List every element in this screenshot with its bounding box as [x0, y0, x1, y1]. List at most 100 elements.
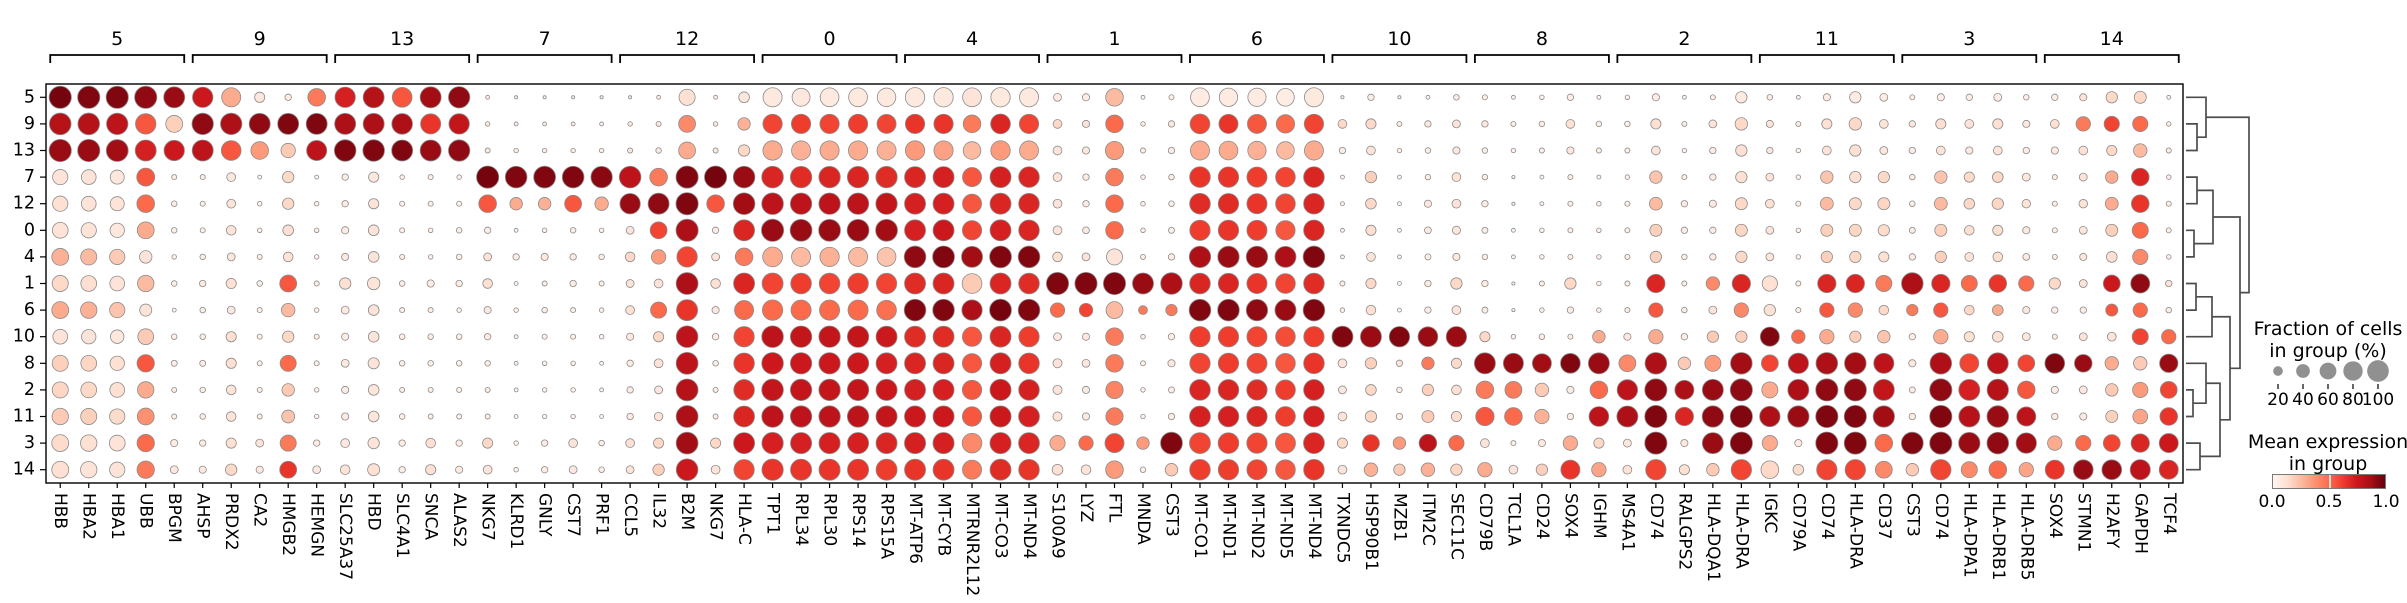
dot: [540, 252, 549, 261]
dot: [1729, 404, 1753, 429]
dot: [789, 166, 813, 189]
dot: [737, 144, 751, 157]
dot: [1366, 145, 1376, 156]
dot: [2158, 433, 2179, 454]
dot: [1531, 353, 1552, 374]
dot: [1481, 147, 1489, 154]
dot: [1616, 379, 1638, 401]
dot: [2159, 381, 2178, 399]
dot: [1567, 253, 1574, 260]
dot: [256, 280, 263, 287]
dot: [1474, 352, 1496, 375]
dot: [1843, 431, 1867, 455]
dot: [711, 306, 720, 315]
dot: [1417, 326, 1439, 347]
dot: [1565, 119, 1576, 129]
dot: [989, 352, 1012, 375]
dot: [1958, 378, 1981, 401]
dot: [2165, 147, 2172, 154]
dot: [2051, 412, 2059, 421]
dot: [137, 274, 155, 293]
dot: [398, 466, 406, 474]
dot: [1929, 431, 1953, 455]
dot: [367, 463, 381, 477]
dot: [1933, 196, 1948, 211]
dot: [1245, 245, 1269, 268]
gene-label: B2M: [677, 493, 697, 530]
dot: [199, 386, 206, 394]
dot: [513, 121, 519, 127]
dot: [542, 95, 547, 100]
dot: [932, 378, 955, 401]
dot: [904, 432, 927, 455]
dot: [904, 405, 927, 428]
dot: [599, 360, 604, 366]
dot: [1992, 224, 2004, 236]
dot: [1481, 306, 1489, 314]
dot: [541, 147, 548, 154]
dot: [594, 196, 609, 211]
gene-label: MT-ATP6: [905, 493, 925, 564]
dot: [306, 140, 328, 161]
dot: [561, 165, 585, 189]
dot: [1189, 432, 1211, 454]
dot: [676, 299, 699, 322]
dot: [1872, 405, 1895, 428]
dot: [483, 252, 492, 262]
dot: [1168, 173, 1175, 181]
dot: [846, 378, 870, 401]
dot: [1082, 93, 1091, 102]
dot: [1538, 120, 1546, 128]
dot: [484, 386, 491, 393]
dot: [1421, 410, 1435, 423]
dot: [790, 432, 813, 455]
dot: [1275, 193, 1296, 214]
dot: [1787, 405, 1810, 428]
dot: [1451, 225, 1461, 235]
dot: [1963, 197, 1976, 210]
dot: [2079, 306, 2087, 314]
dot: [1539, 201, 1545, 207]
dot: [314, 413, 320, 420]
dot: [989, 272, 1012, 295]
dot: [80, 408, 98, 425]
dot: [1246, 379, 1268, 401]
dot: [199, 174, 206, 181]
dot: [1991, 197, 2004, 210]
dot: [484, 226, 492, 234]
dot: [733, 326, 755, 348]
dot: [789, 325, 813, 348]
dot: [675, 458, 699, 481]
dot: [1189, 192, 1211, 215]
dot: [427, 413, 434, 420]
dot: [1815, 431, 1839, 455]
gene-label: TPT1: [763, 492, 783, 535]
gene-label: CCL5: [620, 493, 640, 537]
dot: [514, 95, 519, 100]
dot: [1936, 93, 1945, 102]
dot: [1875, 275, 1893, 292]
dot: [761, 458, 784, 481]
dot: [1217, 272, 1240, 295]
dot: [734, 247, 754, 267]
dot: [733, 405, 755, 428]
dot: [1623, 332, 1632, 341]
row-label: 4: [24, 247, 35, 267]
dot: [1567, 333, 1574, 340]
dot: [1821, 118, 1833, 130]
dot: [225, 278, 237, 289]
dot: [513, 307, 519, 313]
gene-label: ALAS2: [449, 493, 469, 548]
dot: [427, 200, 434, 207]
dendrogram-link: [2200, 382, 2221, 458]
dot: [1539, 254, 1545, 260]
dot: [1168, 226, 1175, 234]
dot: [448, 139, 471, 162]
cluster-label: 5: [111, 28, 123, 50]
dot: [848, 246, 868, 267]
dot: [932, 192, 955, 215]
dot: [1680, 439, 1689, 448]
dot: [1246, 326, 1268, 348]
gene-label: HLA-DRA: [1845, 493, 1865, 569]
dot: [655, 120, 662, 127]
